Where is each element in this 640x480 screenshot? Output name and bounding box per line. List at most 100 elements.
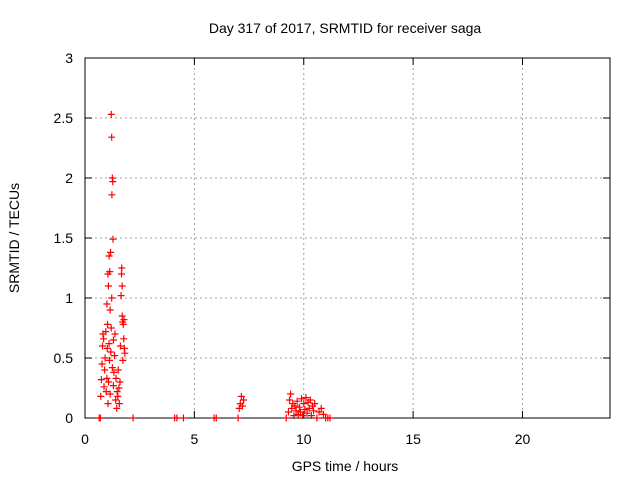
data-point (109, 178, 117, 186)
data-point (115, 400, 123, 408)
data-point (116, 378, 124, 386)
data-point (179, 414, 187, 422)
data-point (298, 395, 306, 403)
data-point (112, 396, 120, 404)
x-tick-label: 10 (296, 431, 312, 447)
data-point (284, 408, 292, 416)
x-tick-label: 5 (190, 431, 198, 447)
y-tick-label: 2.5 (54, 110, 74, 126)
data-point (311, 400, 319, 408)
data-point (310, 407, 318, 415)
data-point (114, 366, 122, 374)
data-point (96, 414, 104, 422)
data-point (112, 374, 120, 382)
data-point (101, 354, 109, 362)
data-point (292, 407, 300, 415)
data-point (107, 324, 115, 332)
data-point (237, 392, 245, 400)
y-tick-label: 3 (65, 50, 73, 66)
data-point (306, 396, 314, 404)
y-tick-label: 1 (65, 290, 73, 306)
data-point (299, 412, 307, 420)
y-tick-label: 1.5 (54, 230, 74, 246)
data-point (106, 268, 114, 276)
data-point (313, 414, 321, 422)
data-point (109, 382, 117, 390)
data-point (118, 270, 126, 278)
data-point (287, 390, 295, 398)
data-point (114, 392, 122, 400)
data-point (109, 336, 117, 344)
data-point (117, 292, 125, 300)
data-point (118, 264, 126, 272)
grid (85, 58, 610, 418)
data-point (113, 404, 121, 412)
data-point (108, 294, 116, 302)
data-point (111, 330, 119, 338)
data-point (119, 320, 127, 328)
x-tick-label: 20 (515, 431, 531, 447)
data-point (116, 342, 124, 350)
data-point (291, 402, 299, 410)
x-tick-label: 0 (81, 431, 89, 447)
data-point (105, 252, 113, 260)
chart-title: Day 317 of 2017, SRMTID for receiver sag… (209, 20, 482, 36)
data-point (106, 390, 114, 398)
y-axis-label: SRMTID / TECUs (6, 183, 22, 293)
data-point (286, 396, 294, 404)
data-point (120, 335, 128, 343)
data-point (120, 316, 128, 324)
data-point (240, 396, 248, 404)
data-point (121, 349, 129, 357)
y-tick-label: 0 (65, 410, 73, 426)
data-point (108, 133, 116, 141)
data-point (99, 342, 106, 350)
data-point (290, 412, 298, 420)
data-point (302, 394, 310, 402)
data-point (97, 376, 105, 384)
data-point (118, 282, 126, 290)
data-point (129, 414, 137, 422)
data-point (110, 368, 118, 376)
data-point (106, 356, 113, 364)
data-point (119, 356, 127, 364)
data-point (104, 282, 112, 290)
data-point (107, 248, 115, 256)
data-point (98, 360, 106, 368)
data-point (173, 414, 181, 422)
data-point (104, 400, 112, 408)
data-point (319, 410, 327, 418)
data-point (105, 378, 113, 386)
data-point (317, 404, 325, 412)
data-point (97, 392, 105, 400)
data-point (102, 388, 110, 396)
data-point (109, 235, 117, 243)
data-point (300, 400, 308, 408)
data-point (103, 374, 111, 382)
data-point (234, 414, 242, 422)
data-point (307, 412, 315, 420)
data-point (108, 364, 116, 372)
data-point (101, 366, 109, 374)
data-point (113, 388, 121, 396)
data-point (107, 348, 115, 356)
axis-ticks: 0 0.5 1 1.5 2 2.5 3 0 5 10 15 20 (54, 50, 610, 447)
data-point (118, 312, 126, 320)
data-point (301, 406, 309, 414)
data-point (282, 414, 290, 422)
x-axis-label: GPS time / hours (292, 458, 399, 474)
data-point (239, 402, 246, 410)
data-point (102, 328, 110, 336)
data-point (296, 408, 304, 416)
data-point (115, 384, 123, 392)
data-point (111, 352, 119, 360)
data-point (100, 383, 108, 391)
data-point (103, 300, 111, 308)
data-point (295, 403, 303, 411)
data-point (293, 397, 301, 405)
data-point (106, 306, 114, 314)
data-point (104, 320, 112, 328)
data-point (315, 408, 323, 416)
data-point (105, 340, 113, 348)
